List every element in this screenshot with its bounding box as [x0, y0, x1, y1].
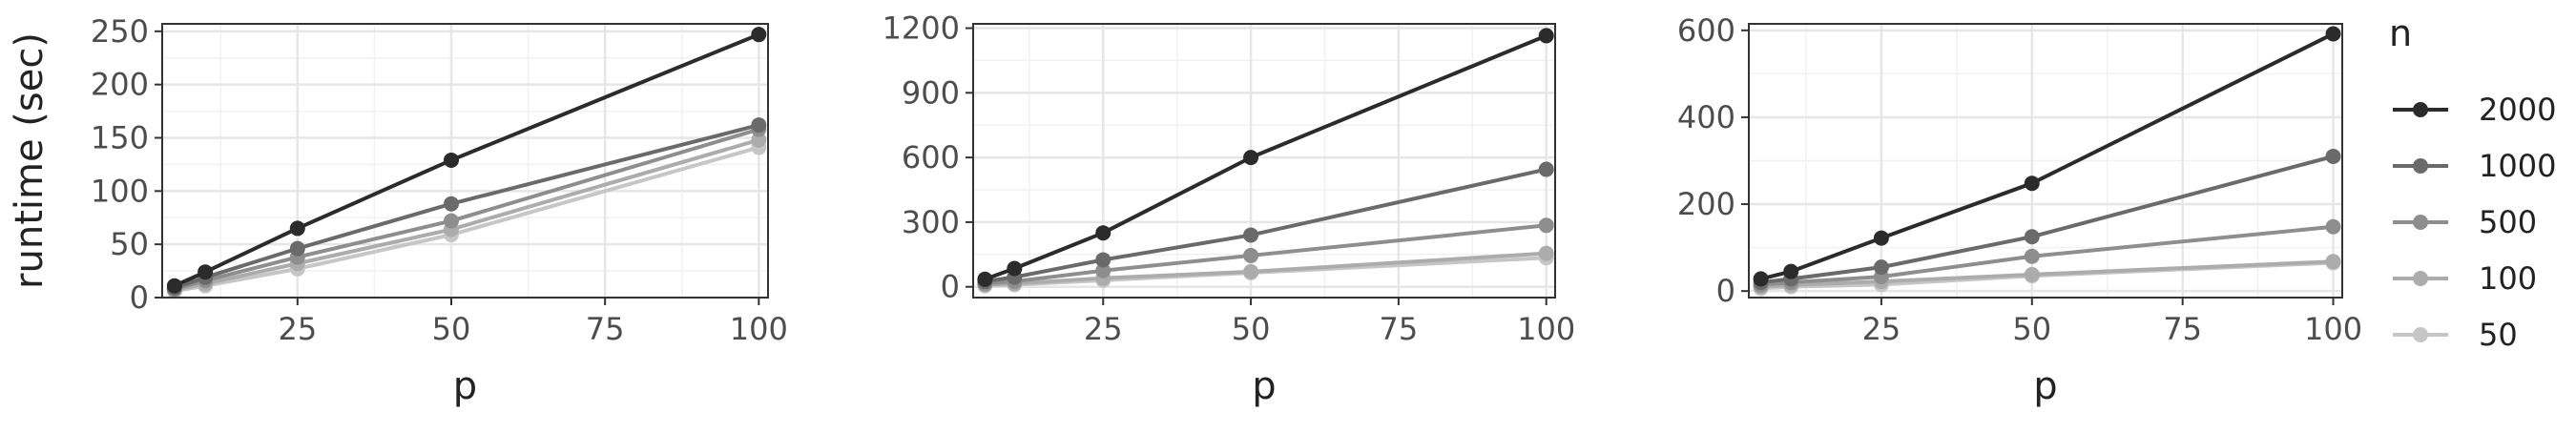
legend-entries: 2000 1000 500 100 50 — [2393, 92, 2556, 353]
x-tick-label: 50 — [2012, 311, 2051, 347]
data-point-1000 — [2325, 148, 2341, 164]
data-point-500 — [1095, 262, 1111, 278]
series-line-2000 — [1760, 31, 2335, 281]
data-point-2000 — [751, 27, 767, 43]
legend-key-point — [2413, 327, 2428, 342]
y-tick-label: 400 — [1677, 99, 1735, 135]
x-tick-label: 75 — [586, 311, 625, 347]
y-tick-label: 200 — [91, 67, 149, 103]
panel-border — [161, 23, 769, 299]
data-point-500 — [2024, 248, 2040, 264]
data-point-2000 — [166, 278, 182, 294]
y-tick-label: 0 — [1716, 273, 1735, 309]
data-point-500 — [2325, 218, 2341, 235]
data-point-100 — [1243, 263, 1259, 279]
y-tick-label: 200 — [1677, 186, 1735, 222]
x-tick-label: 100 — [730, 311, 788, 347]
data-point-500 — [443, 213, 459, 229]
data-point-500 — [1538, 217, 1554, 234]
data-point-1000 — [289, 240, 305, 257]
series-line-100 — [1760, 259, 2334, 289]
y-tick-label: 300 — [902, 204, 960, 240]
x-tick-label: 50 — [432, 311, 471, 347]
data-point-1000 — [443, 196, 459, 212]
data-point-100 — [1538, 245, 1554, 261]
x-axis-title: p — [453, 364, 477, 408]
data-point-1000 — [1873, 259, 1889, 276]
x-axis-title: p — [2033, 364, 2057, 408]
data-point-2000 — [1783, 263, 1799, 279]
x-tick-label: 25 — [278, 311, 317, 347]
data-point-2000 — [2325, 26, 2341, 42]
panel-border — [1748, 23, 2343, 299]
data-point-100 — [2325, 254, 2341, 270]
x-axis-title: p — [1252, 364, 1276, 408]
data-point-1000 — [1538, 161, 1554, 177]
legend-label: 1000 — [2479, 148, 2556, 184]
y-tick-label: 100 — [91, 173, 149, 209]
data-point-2000 — [1243, 150, 1259, 166]
data-point-2000 — [1538, 28, 1554, 44]
x-tick-label: 25 — [1862, 311, 1901, 347]
legend: n 2000 1000 500 100 50 — [2389, 12, 2556, 353]
y-tick-label: 0 — [941, 269, 960, 305]
data-point-2000 — [1753, 271, 1769, 287]
data-point-2000 — [1873, 230, 1889, 246]
legend-key-point — [2413, 215, 2428, 230]
y-tick-label: 900 — [902, 74, 960, 111]
legend-label: 100 — [2479, 260, 2537, 297]
y-tick-label: 150 — [91, 119, 149, 155]
legend-key-point — [2413, 102, 2428, 117]
x-tick-label: 75 — [1380, 311, 1419, 347]
y-axis-title: runtime (sec) — [8, 32, 52, 289]
legend-entry-50: 50 — [2393, 317, 2518, 353]
panel-3: 25 50 75 100 0 200 400 600 p — [1677, 12, 2362, 408]
data-point-2000 — [1095, 225, 1111, 241]
data-point-2000 — [443, 152, 459, 168]
legend-label: 500 — [2479, 204, 2537, 240]
x-tick-label: 25 — [1084, 311, 1123, 347]
series-line-100 — [985, 251, 1547, 287]
y-tick-label: 600 — [902, 139, 960, 175]
y-tick-label: 600 — [1677, 12, 1735, 49]
legend-label: 50 — [2479, 317, 2518, 353]
x-tick-label: 100 — [1517, 311, 1575, 347]
data-point-2000 — [289, 220, 305, 237]
y-tick-label: 0 — [130, 279, 149, 316]
panel-border — [972, 23, 1556, 299]
y-tick-label: 1200 — [883, 10, 960, 47]
data-point-1000 — [751, 117, 767, 134]
data-point-1000 — [2024, 229, 2040, 245]
legend-key-point — [2413, 158, 2428, 174]
data-point-2000 — [1007, 260, 1023, 277]
panel-1: 25 50 75 100 0 50 100 150 200 250 p runtime (sec) — [8, 13, 788, 408]
legend-key-point — [2413, 271, 2428, 286]
legend-entry-500: 500 — [2393, 204, 2537, 240]
legend-entry-1000: 1000 — [2393, 148, 2556, 184]
series-line-2000 — [174, 32, 760, 288]
series-line-1000 — [174, 123, 759, 290]
legend-entry-2000: 2000 — [2393, 92, 2556, 128]
data-point-100 — [2024, 266, 2040, 282]
x-tick-label: 50 — [1232, 311, 1271, 347]
y-tick-label: 50 — [110, 226, 149, 262]
legend-title: n — [2389, 12, 2412, 54]
legend-entry-100: 100 — [2393, 260, 2537, 297]
x-tick-label: 100 — [2304, 311, 2362, 347]
data-point-2000 — [197, 264, 214, 280]
data-point-500 — [1243, 247, 1259, 263]
data-point-1000 — [1243, 227, 1259, 243]
data-point-100 — [751, 132, 767, 148]
data-point-1000 — [1095, 252, 1111, 268]
panel-2: 25 50 75 100 0 300 600 900 1200 p — [883, 10, 1576, 408]
legend-label: 2000 — [2479, 92, 2556, 128]
series-line-1000 — [985, 167, 1548, 284]
data-point-2000 — [2024, 175, 2040, 192]
x-tick-label: 75 — [2163, 311, 2202, 347]
y-tick-label: 250 — [91, 13, 149, 50]
data-point-2000 — [977, 271, 993, 287]
